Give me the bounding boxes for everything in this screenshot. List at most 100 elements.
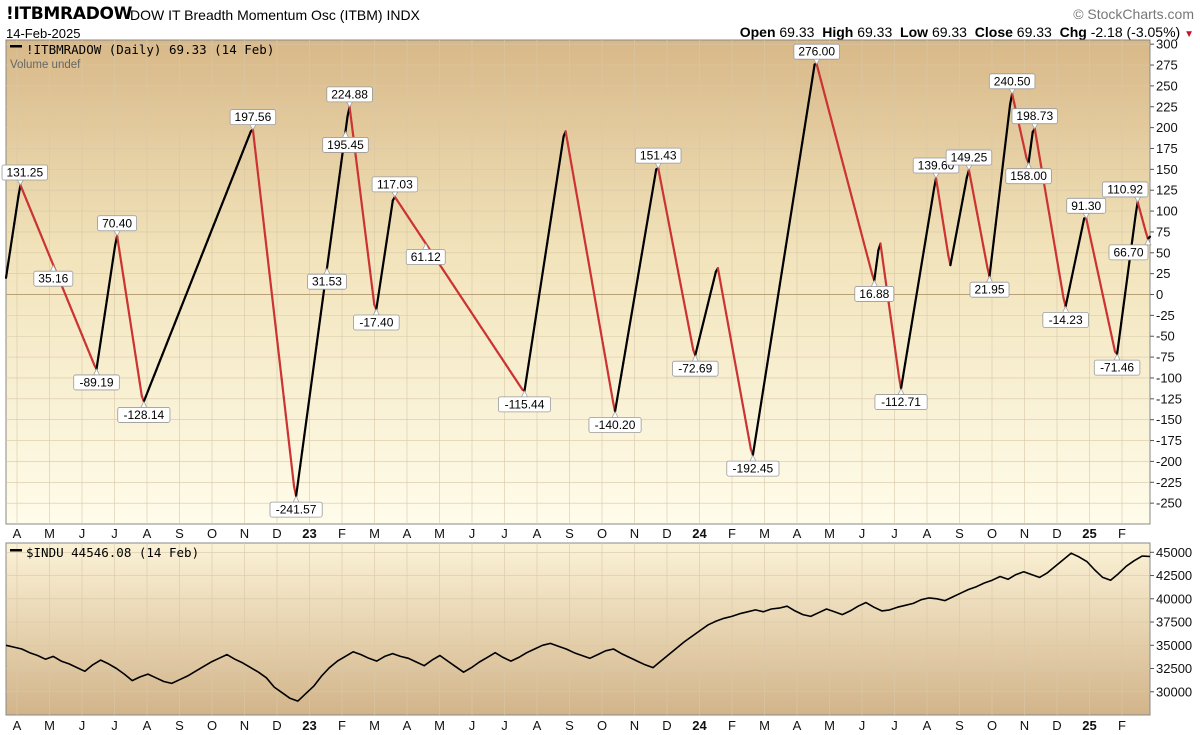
itbm-segment	[558, 148, 563, 165]
itbm-segment	[945, 241, 950, 257]
x-tick-label: A	[533, 526, 542, 541]
itbm-segment	[255, 164, 261, 185]
itbm-segment	[690, 338, 695, 351]
annotation-label: 31.53	[307, 267, 347, 290]
x-tick-label: J	[79, 526, 86, 541]
itbm-segment	[722, 301, 728, 315]
chart-header: !ITBMRADOW DOW IT Breadth Momentum Osc (…	[6, 2, 1194, 42]
itbm-segment	[663, 199, 668, 213]
itbm-segment	[1043, 188, 1049, 203]
x-tick-label: J	[501, 718, 508, 733]
itbm-segment	[550, 202, 555, 218]
annotation-box	[33, 270, 74, 287]
x-tick-label: N	[1020, 526, 1029, 541]
y-tick-label: -200	[1156, 454, 1182, 469]
itbm-legend-text: !ITBMRADOW (Daily) 69.33 (14 Feb)	[26, 42, 274, 57]
itbm-segment	[336, 175, 341, 194]
annotation-text: 131.25	[6, 165, 43, 179]
itbm-segment	[1085, 217, 1090, 229]
itbm-segment	[568, 153, 573, 168]
itbm-segment	[375, 294, 380, 311]
itbm-segment	[109, 258, 115, 275]
annotation-box	[588, 417, 642, 433]
itbm-segment	[1146, 235, 1152, 240]
open-label: Open	[739, 24, 776, 40]
itbm-segment	[581, 224, 586, 239]
itbm-segment	[776, 284, 781, 300]
itbm-segment	[531, 322, 536, 339]
itbm-segment	[1052, 236, 1057, 251]
annotation-box	[269, 501, 323, 518]
itbm-segment	[799, 141, 804, 157]
itbm-segment	[319, 297, 324, 315]
itbm-segment	[313, 343, 318, 361]
itbm-segment	[817, 70, 822, 81]
itbm-segment	[778, 271, 783, 287]
itbm-segment	[1068, 275, 1073, 288]
x-tick-label: A	[923, 526, 932, 541]
annotation-label: -71.46	[1093, 353, 1141, 376]
itbm-segment	[891, 331, 896, 349]
itbm-segment	[288, 449, 294, 470]
itbm-segment	[648, 192, 654, 207]
itbm-segment	[720, 289, 726, 304]
itbm-segment	[591, 282, 596, 297]
x-tick-label: O	[597, 526, 607, 541]
annotation-label: -192.45	[726, 454, 780, 477]
itbm-segment	[700, 320, 705, 332]
itbm-segment	[587, 259, 592, 274]
itbm-segment	[969, 179, 975, 193]
itbm-segment	[593, 294, 598, 309]
itbm-segment	[286, 431, 292, 452]
itbm-segment	[708, 287, 713, 298]
itbm-segment	[546, 229, 551, 245]
x-tick-label: O	[987, 718, 997, 733]
itbm-segment	[901, 362, 907, 378]
annotation-box	[1093, 359, 1141, 376]
itbm-segment	[1109, 331, 1115, 344]
x-tick-label: D	[272, 526, 281, 541]
annotation-label: 224.88	[326, 86, 373, 108]
itbm-segment	[844, 172, 849, 183]
itbm-segment	[264, 235, 269, 256]
itbm-segment	[838, 148, 843, 159]
itbm-segment	[276, 342, 281, 363]
itbm-segment	[1101, 293, 1106, 306]
y-tick-label: -225	[1156, 475, 1182, 490]
itbm-segment	[615, 386, 621, 401]
itbm-segment	[694, 345, 699, 357]
itbm-segment	[858, 226, 864, 237]
annotation-text: 158.00	[1010, 169, 1047, 183]
itbm-segment	[893, 345, 899, 363]
y-tick-label: 125	[1156, 183, 1178, 198]
itbm-segment	[984, 255, 989, 269]
itbm-segment	[790, 193, 796, 209]
chg-label: Chg	[1059, 24, 1087, 40]
stockcharts-watermark[interactable]: © StockCharts.com	[1073, 6, 1194, 22]
annotation-label: 66.70	[1108, 238, 1152, 261]
itbm-segment	[295, 479, 300, 498]
x-tick-label: A	[13, 718, 22, 733]
itbm-segment	[1060, 285, 1065, 300]
annotation-label: -14.23	[1042, 305, 1089, 328]
annotation-text: -140.20	[595, 418, 636, 432]
itbm-segment	[712, 270, 717, 282]
annotation-label: 198.73	[1011, 108, 1058, 130]
legend-swatch-indu	[10, 549, 22, 552]
itbm-segment	[385, 226, 390, 243]
y-tick-label: 30000	[1156, 684, 1192, 699]
annotation-label: -89.19	[73, 368, 120, 391]
itbm-segment	[107, 272, 113, 288]
lower-x-axis: A M J J A S O N D 23 F M A M J J A S O N D 24 F M A M J J A S O N D 25 F	[13, 718, 1126, 733]
itbm-segment	[1132, 214, 1137, 232]
x-tick-label: A	[143, 718, 152, 733]
itbm-segment	[784, 232, 789, 248]
itbm-segment	[128, 314, 133, 331]
annotation-label: -72.69	[672, 354, 719, 377]
itbm-segment	[657, 167, 662, 180]
annotation-text: 195.45	[327, 138, 364, 152]
itbm-segment	[1103, 302, 1108, 315]
x-tick-label: M	[824, 718, 835, 733]
annotation-box	[1042, 311, 1089, 328]
itbm-segment	[270, 289, 275, 310]
